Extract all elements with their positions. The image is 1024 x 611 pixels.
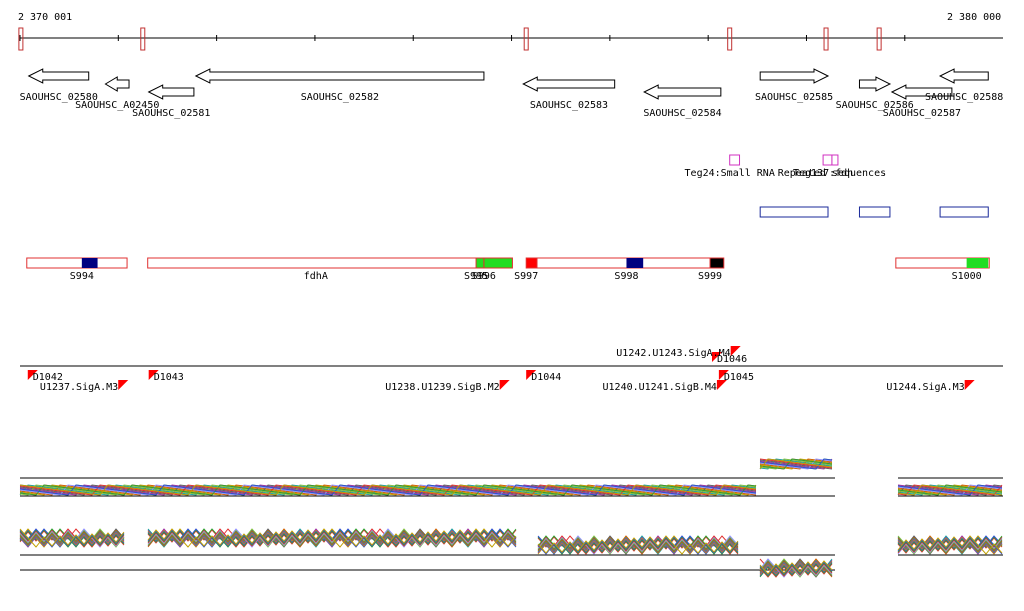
gene-arrow bbox=[890, 84, 953, 100]
gene-arrow bbox=[104, 76, 130, 92]
ncrna-label: Teg137:fdh bbox=[793, 168, 853, 179]
expression-series-line bbox=[19, 458, 1003, 496]
segment-label: S994 bbox=[70, 271, 94, 282]
segment-fill bbox=[626, 258, 644, 268]
gene-label: SAOUHSC_02580 bbox=[20, 92, 98, 103]
repeat-box bbox=[939, 206, 989, 218]
tu-label: D1042 bbox=[33, 372, 63, 383]
tu-marker bbox=[712, 352, 723, 362]
tu-marker bbox=[718, 370, 729, 380]
expression-series-line bbox=[19, 528, 1003, 576]
segment-box bbox=[895, 257, 990, 269]
tu-label: D1043 bbox=[154, 372, 184, 383]
gene-arrow bbox=[938, 68, 989, 84]
gene-arrow bbox=[194, 68, 485, 84]
ruler-feature-mark bbox=[876, 27, 882, 51]
segment-fill bbox=[81, 258, 98, 268]
segment-label: S999 bbox=[698, 271, 722, 282]
gene-label: SAOUHSC_02586 bbox=[836, 100, 914, 111]
ncrna-box bbox=[729, 154, 741, 166]
segment-label: S996 bbox=[472, 271, 496, 282]
segment-label: S995 bbox=[464, 271, 488, 282]
tu-label: U1237.SigA.M3 bbox=[40, 382, 118, 393]
tu-label: U1238.U1239.SigB.M2 bbox=[385, 382, 499, 393]
repeat-box bbox=[858, 206, 891, 218]
expression-series-line bbox=[19, 458, 1003, 496]
tu-marker bbox=[499, 380, 510, 390]
tu-marker bbox=[526, 370, 537, 380]
ruler-feature-mark bbox=[18, 27, 24, 51]
ruler-feature-mark bbox=[823, 27, 829, 51]
tu-marker bbox=[148, 370, 159, 380]
ncrna-label: Teg24:Small RNA bbox=[685, 168, 775, 179]
segment-box bbox=[525, 257, 538, 269]
ruler-track bbox=[18, 27, 1003, 51]
segment-fill bbox=[966, 258, 989, 268]
tu-label: U1240.U1241.SigB.M4 bbox=[603, 382, 717, 393]
gene-arrow bbox=[147, 84, 195, 100]
gene-track: SAOUHSC_02580SAOUHSC_A02450SAOUHSC_02581… bbox=[20, 68, 1003, 119]
segment-box bbox=[147, 257, 485, 269]
gene-arrow bbox=[522, 76, 616, 92]
ruler-start-label: 2 370 001 bbox=[18, 12, 73, 23]
expression-series-line bbox=[19, 528, 1003, 578]
expression-series-line bbox=[19, 528, 1003, 578]
ruler-feature-mark bbox=[140, 27, 146, 51]
tu-marker bbox=[27, 370, 38, 380]
gene-label: SAOUHSC_02584 bbox=[643, 108, 721, 119]
segment-box bbox=[483, 257, 513, 269]
expression-series-line bbox=[19, 528, 1003, 575]
tu-marker bbox=[118, 380, 129, 390]
expression-series-line bbox=[19, 528, 1003, 578]
gene-arrow bbox=[27, 68, 90, 84]
tu-marker bbox=[730, 346, 741, 356]
ncrna-box bbox=[822, 154, 833, 166]
expression-series-line bbox=[19, 528, 1003, 578]
tu-label: D1045 bbox=[724, 372, 754, 383]
gene-label: SAOUHSC_02583 bbox=[530, 100, 608, 111]
tu-marker bbox=[964, 380, 975, 390]
tu-label: D1046 bbox=[717, 354, 747, 365]
gene-label: SAOUHSC_A02450 bbox=[75, 100, 159, 111]
repeat-box bbox=[759, 206, 829, 218]
segment-label: fdhA bbox=[304, 271, 328, 282]
segment-label: S998 bbox=[614, 271, 638, 282]
expression-track bbox=[19, 458, 1003, 578]
expression-series-line bbox=[19, 528, 1003, 574]
ruler-end-label: 2 380 000 bbox=[947, 12, 1002, 23]
gene-label: SAOUHSC_02587 bbox=[883, 108, 961, 119]
ruler-feature-mark bbox=[727, 27, 733, 51]
tu-label: D1044 bbox=[531, 372, 561, 383]
gene-arrow bbox=[759, 68, 830, 84]
repeat-track bbox=[759, 206, 989, 218]
gene-arrow bbox=[858, 76, 892, 92]
expression-series-line bbox=[19, 458, 1003, 496]
ruler-feature-mark bbox=[523, 27, 529, 51]
tu-marker bbox=[716, 380, 727, 390]
gene-label: SAOUHSC_02588 bbox=[925, 92, 1003, 103]
ncrna-box bbox=[831, 154, 839, 166]
gene-label: SAOUHSC_02582 bbox=[301, 92, 379, 103]
ncrna-label: Repeated sequences bbox=[778, 168, 886, 179]
gene-arrow bbox=[643, 84, 722, 100]
gene-label: SAOUHSC_02585 bbox=[755, 92, 833, 103]
gene-label: SAOUHSC_02581 bbox=[132, 108, 210, 119]
expression-series-line bbox=[19, 459, 1003, 496]
tu-label: U1244.SigA.M3 bbox=[886, 382, 964, 393]
tu-label: U1242.U1243.SigA.M4 bbox=[616, 348, 730, 359]
segment-box bbox=[475, 257, 485, 269]
segment-box bbox=[709, 257, 725, 269]
expression-series-line bbox=[19, 528, 1003, 578]
expression-series-line bbox=[19, 458, 1003, 496]
segment-label: S997 bbox=[514, 271, 538, 282]
segment-label: S1000 bbox=[952, 271, 982, 282]
expression-series-line bbox=[19, 528, 1003, 577]
segment-box bbox=[26, 257, 128, 269]
